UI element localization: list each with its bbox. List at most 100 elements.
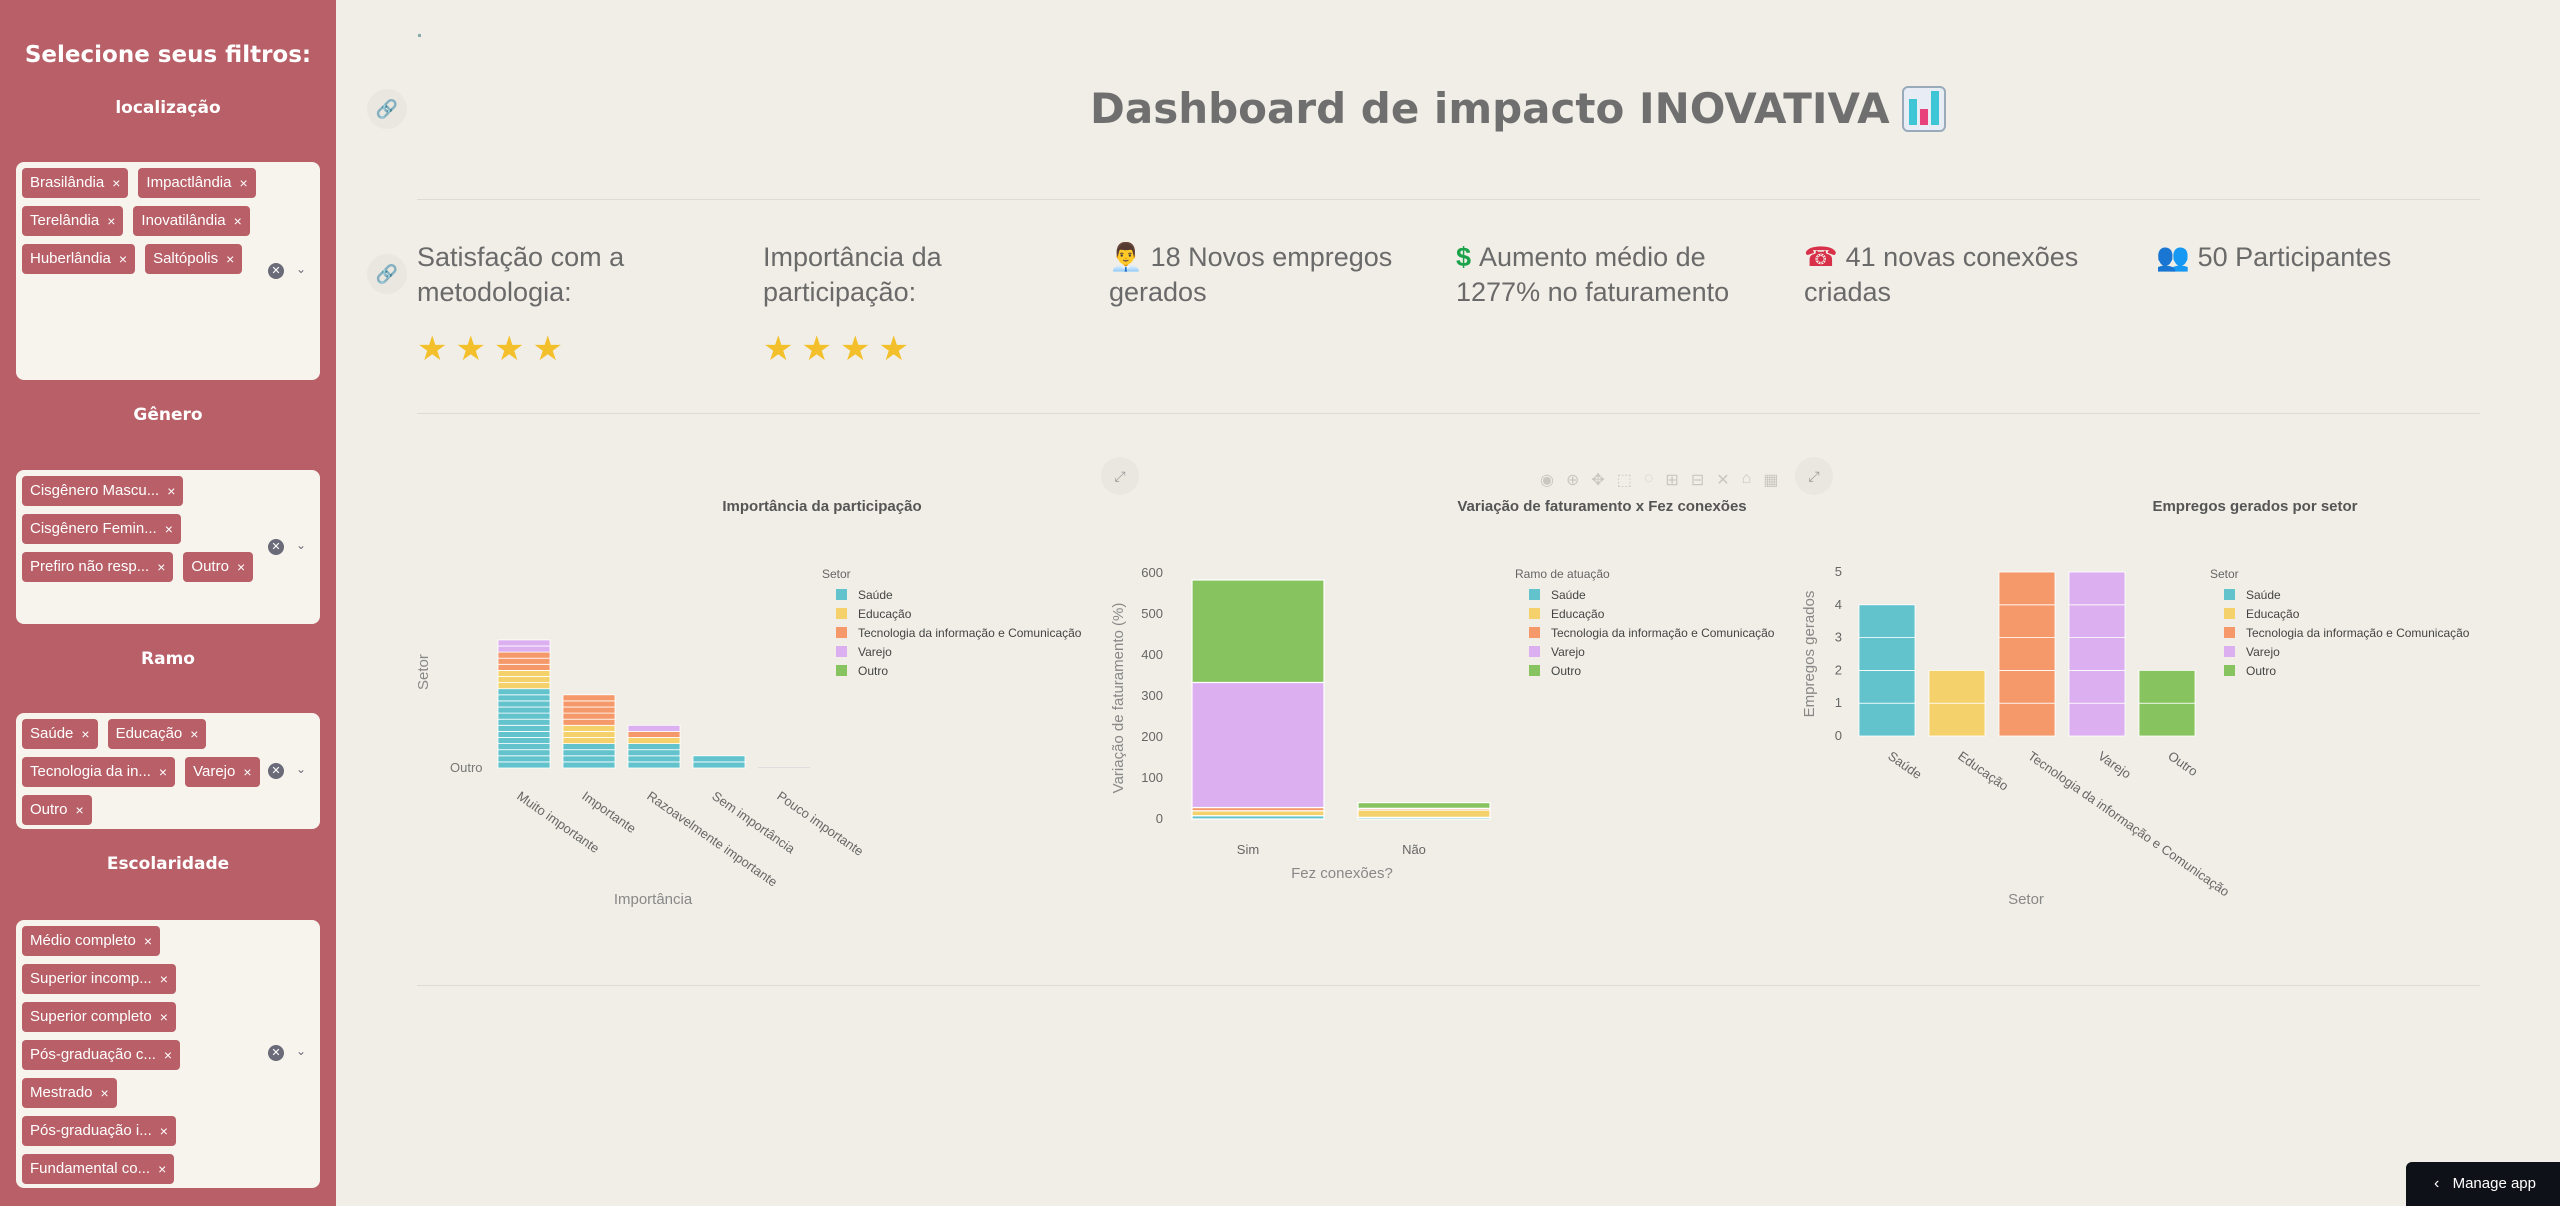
link-icon[interactable]: 🔗 — [367, 89, 407, 129]
lasso-icon[interactable]: ◌ — [1643, 470, 1654, 487]
filter-tag[interactable]: Superior incomp... × — [22, 964, 176, 994]
remove-tag-icon[interactable]: × — [81, 726, 90, 742]
filter-tag[interactable]: Pós-graduação c... × — [22, 1040, 181, 1070]
empregos-legend-item: Saúde — [2246, 588, 2281, 602]
star-icon: ★ — [839, 330, 871, 368]
localizacao-multiselect[interactable]: Brasilândia × Impactlândia × Terelândia × Inov… — [16, 162, 320, 380]
filter-tag[interactable]: Cisgênero Femin... × — [22, 514, 181, 544]
filter-tag-label: Varejo — [193, 763, 236, 780]
remove-tag-icon[interactable]: × — [190, 726, 199, 742]
star-icon: ★ — [763, 330, 794, 368]
remove-tag-icon[interactable]: × — [158, 764, 168, 780]
filter-tag[interactable]: Saúde × — [22, 719, 98, 749]
empregos-bar-segment — [2068, 702, 2126, 737]
remove-tag-icon[interactable]: × — [239, 175, 248, 191]
filter-tag[interactable]: Impactlândia × — [138, 168, 256, 198]
chevron-down-icon[interactable]: ⌄ — [295, 762, 306, 776]
remove-tag-icon[interactable]: × — [159, 1009, 168, 1025]
remove-tag-icon[interactable]: × — [164, 521, 173, 537]
faturamento-y-tick: 600 — [1141, 565, 1163, 580]
remove-tag-icon[interactable]: × — [107, 213, 116, 229]
filter-tag[interactable]: Terelândia × — [22, 206, 124, 236]
clear-genero-icon[interactable]: ✕ — [268, 539, 284, 555]
remove-tag-icon[interactable]: × — [112, 175, 121, 191]
metric-conexoes: ☎ 41 novas conexões criadas — [1804, 240, 2104, 310]
chevron-down-icon[interactable]: ⌄ — [295, 538, 306, 552]
filter-tag[interactable]: Médio completo × — [22, 926, 161, 956]
box-select-icon[interactable]: ⬚ — [1616, 472, 1632, 489]
filter-tag[interactable]: Varejo × — [185, 757, 260, 787]
remove-tag-icon[interactable]: × — [159, 971, 168, 987]
reset-axes-icon[interactable]: ⌂ — [1741, 470, 1752, 487]
escolaridade-multiselect[interactable]: Médio completo × Superior incomp... × Superi… — [16, 920, 320, 1188]
ramo-multiselect[interactable]: Saúde × Educação × Tecnologia da in... × Varej… — [16, 713, 320, 829]
remove-tag-icon[interactable]: × — [243, 764, 252, 780]
remove-tag-icon[interactable]: × — [167, 483, 176, 499]
remove-tag-icon[interactable]: × — [75, 802, 84, 818]
expand-icon[interactable]: ⤢ — [1101, 457, 1139, 495]
filter-tag[interactable]: Brasilândia × — [22, 168, 129, 198]
importancia-bar-segment — [562, 718, 616, 726]
plotly-logo-icon[interactable]: ▦ — [1763, 472, 1779, 489]
filter-tag[interactable]: Fundamental co... × — [22, 1154, 175, 1184]
zoom-in-icon[interactable]: ⊞ — [1665, 472, 1679, 489]
filter-tag[interactable]: Mestrado × — [22, 1078, 117, 1108]
empregos-legend-title: Setor — [2210, 567, 2239, 581]
filter-tag[interactable]: Inovatilândia × — [133, 206, 250, 236]
filter-tag[interactable]: Tecnologia da in... × — [22, 757, 176, 787]
remove-tag-icon[interactable]: × — [236, 559, 246, 575]
filter-tag[interactable]: Outro × — [22, 795, 92, 825]
filter-tag-label: Brasilândia — [30, 174, 105, 191]
remove-tag-icon[interactable]: × — [233, 213, 242, 229]
importancia-legend-item: Outro — [858, 664, 888, 678]
chart-toolbar[interactable]: ◉ ⊕ ✥ ⬚ ◌ ⊞ ⊟ ✕ ⌂ ▦ — [1540, 470, 1778, 490]
zoom-icon[interactable]: ⊕ — [1565, 472, 1580, 489]
pan-icon[interactable]: ✥ — [1591, 472, 1605, 489]
remove-tag-icon[interactable]: × — [163, 1047, 173, 1063]
clear-ramo-icon[interactable]: ✕ — [268, 763, 284, 779]
remove-tag-icon[interactable]: × — [157, 559, 166, 575]
filter-tag[interactable]: Outro × — [183, 552, 254, 582]
importancia-bar-segment — [627, 724, 681, 732]
empregos-bar-segment — [1928, 702, 1986, 737]
filter-label-escolaridade: Escolaridade — [106, 854, 230, 874]
empregos-y-tick: 3 — [1835, 630, 1842, 645]
page-title: Dashboard de impacto INOVATIVA — [1090, 84, 1946, 133]
importancia-bar-segment — [562, 737, 616, 744]
remove-tag-icon[interactable]: × — [143, 933, 153, 949]
remove-tag-icon[interactable]: × — [100, 1085, 109, 1101]
remove-tag-icon[interactable]: × — [118, 251, 128, 267]
filter-tag[interactable]: Superior completo × — [22, 1002, 176, 1032]
chevron-down-icon[interactable]: ⌄ — [295, 262, 306, 276]
link-icon[interactable]: 🔗 — [367, 254, 407, 294]
faturamento-legend-item: Saúde — [1551, 588, 1586, 602]
empregos-bar-segment — [1998, 571, 2056, 606]
zoom-out-icon[interactable]: ⊟ — [1690, 472, 1705, 489]
filter-tag[interactable]: Saltópolis × — [145, 244, 243, 274]
worker-icon: 👨‍💼 — [1109, 242, 1143, 272]
filter-tag[interactable]: Huberlândia × — [22, 244, 136, 274]
clear-escolaridade-icon[interactable]: ✕ — [268, 1045, 284, 1061]
remove-tag-icon[interactable]: × — [159, 1123, 168, 1139]
genero-multiselect[interactable]: Cisgênero Mascu... × Cisgênero Femin... × Pr… — [16, 470, 320, 624]
empregos-bar-segment — [1998, 670, 2056, 704]
clear-localizacao-icon[interactable]: ✕ — [268, 263, 284, 279]
filter-tag[interactable]: Pós-graduação i... × — [22, 1116, 176, 1146]
autoscale-icon[interactable]: ✕ — [1716, 472, 1730, 489]
filter-tag[interactable]: Educação × — [107, 719, 207, 749]
expand-icon[interactable]: ⤢ — [1795, 457, 1833, 495]
camera-icon[interactable]: ◉ — [1540, 472, 1554, 489]
remove-tag-icon[interactable]: × — [226, 251, 235, 267]
empregos-bar-segment — [1858, 702, 1916, 737]
importancia-bar-segment — [692, 755, 746, 763]
filter-tag[interactable]: Cisgênero Mascu... × — [22, 476, 184, 506]
faturamento-y-tick: 200 — [1141, 729, 1163, 744]
manage-app-button[interactable]: ‹ Manage app — [2406, 1162, 2560, 1206]
metric-empregos: 👨‍💼 18 Novos empregos gerados — [1109, 240, 1409, 310]
telephone-icon: ☎ — [1804, 242, 1838, 272]
filter-tag[interactable]: Prefiro não resp... × — [22, 552, 174, 582]
chevron-down-icon[interactable]: ⌄ — [295, 1044, 306, 1058]
remove-tag-icon[interactable]: × — [158, 1161, 167, 1177]
empregos-bar-segment — [1998, 702, 2056, 737]
